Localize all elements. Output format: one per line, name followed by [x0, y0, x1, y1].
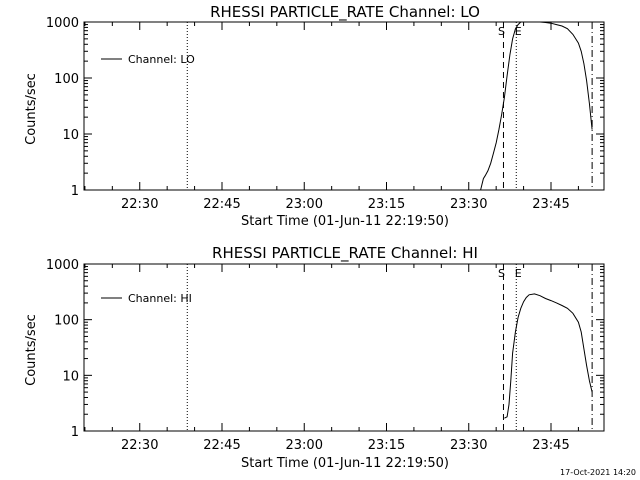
y-tick-label: 1000 — [46, 258, 79, 273]
panel-lo-ylabel: Counts/sec — [24, 73, 39, 145]
x-tick-label: 23:45 — [532, 197, 569, 212]
x-tick-label: 23:15 — [368, 438, 405, 453]
y-tick-label: 10 — [62, 128, 79, 143]
panel-lo-xlabel: Start Time (01-Jun-11 22:19:50) — [241, 214, 449, 229]
x-tick-label: 22:45 — [203, 438, 240, 453]
panel-hi: RHESSI PARTICLE_RATE Channel: HI Start T… — [24, 244, 605, 471]
start-marker-label: S — [498, 267, 505, 280]
panel-lo-legend: Channel: LO — [101, 53, 195, 66]
panel-hi-xlabel: Start Time (01-Jun-11 22:19:50) — [241, 456, 449, 471]
x-tick-label: 23:00 — [286, 438, 323, 453]
x-tick-label: 22:45 — [203, 197, 240, 212]
panel-hi-ticks: 22:30 22:45 23:00 23:15 23:30 23:45 1 10 100 1000 — [46, 258, 604, 453]
end-marker-label: E — [515, 25, 522, 38]
y-tick-label: 10 — [62, 369, 79, 384]
panel-lo: RHESSI PARTICLE_RATE Channel: LO Start T… — [24, 3, 605, 229]
footer-timestamp: 17-Oct-2021 14:20 — [560, 468, 636, 477]
y-tick-label: 1 — [71, 425, 79, 440]
y-tick-label: 100 — [54, 72, 79, 87]
start-marker-label: S — [498, 25, 505, 38]
x-tick-label: 23:45 — [532, 438, 569, 453]
x-tick-label: 22:30 — [121, 197, 158, 212]
panel-lo-title: RHESSI PARTICLE_RATE Channel: LO — [210, 3, 480, 22]
y-tick-label: 1 — [71, 184, 79, 199]
y-tick-label: 100 — [54, 314, 79, 329]
x-tick-label: 23:00 — [286, 197, 323, 212]
series-line — [504, 293, 593, 419]
panel-hi-title: RHESSI PARTICLE_RATE Channel: HI — [212, 244, 478, 263]
panel-hi-ylabel: Counts/sec — [24, 314, 39, 386]
panel-lo-series — [480, 21, 593, 191]
panel-hi-legend-label: Channel: HI — [128, 292, 192, 305]
panel-hi-series — [504, 293, 593, 419]
panel-hi-legend: Channel: HI — [101, 292, 192, 305]
panel-lo-legend-label: Channel: LO — [128, 53, 195, 66]
y-tick-label: 1000 — [46, 16, 79, 31]
x-tick-label: 23:30 — [450, 438, 487, 453]
panel-lo-ticks: 22:30 22:45 23:00 23:15 23:30 23:45 1 10 100 1000 — [46, 16, 604, 212]
end-marker-label: E — [515, 267, 522, 280]
x-tick-label: 22:30 — [121, 438, 158, 453]
panel-hi-plot-frame — [83, 263, 605, 432]
series-line — [480, 21, 593, 191]
x-tick-label: 23:15 — [368, 197, 405, 212]
x-tick-label: 23:30 — [450, 197, 487, 212]
panel-lo-plot-frame — [83, 21, 605, 191]
